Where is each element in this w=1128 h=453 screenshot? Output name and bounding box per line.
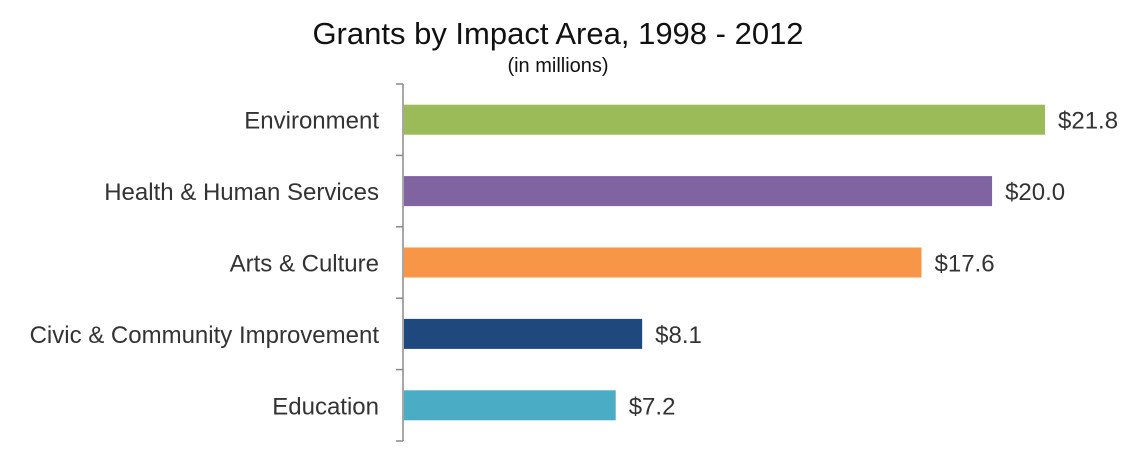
chart-title: Grants by Impact Area, 1998 - 2012 (312, 16, 803, 51)
category-label: Education (272, 393, 379, 420)
value-label: $17.6 (935, 251, 995, 278)
chart-subtitle: (in millions) (507, 55, 608, 77)
category-label: Arts & Culture (230, 251, 379, 278)
bar (404, 104, 1045, 135)
value-label: $7.2 (629, 393, 676, 420)
bar (404, 390, 616, 421)
category-label: Health & Human Services (104, 179, 379, 206)
category-label: Civic & Community Improvement (30, 322, 380, 349)
bars (404, 104, 1045, 421)
value-label: $8.1 (655, 322, 702, 349)
category-label: Environment (244, 108, 379, 135)
y-axis (396, 83, 404, 442)
bar (404, 318, 643, 349)
value-label: $20.0 (1005, 179, 1065, 206)
bar (404, 176, 993, 207)
value-labels: $21.8 $20.0 $17.6 $8.1 $7.2 (629, 108, 1118, 421)
value-label: $21.8 (1058, 108, 1118, 135)
bar (404, 247, 922, 278)
category-labels: Environment Health & Human Services Arts &… (30, 108, 380, 421)
